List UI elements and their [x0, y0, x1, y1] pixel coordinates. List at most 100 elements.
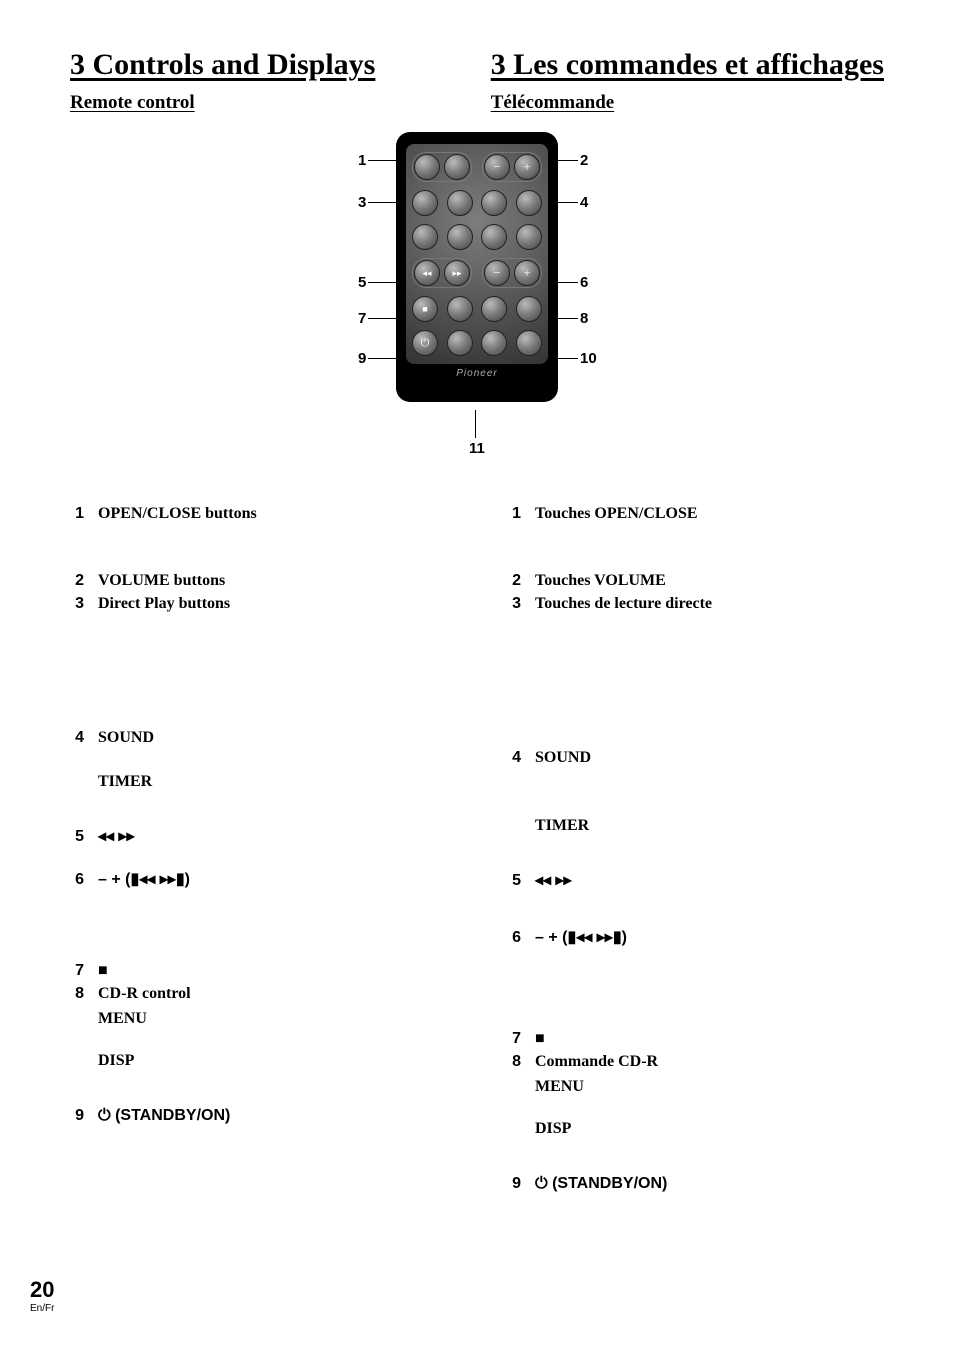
item-label: ⏻ (STANDBY/ON) — [98, 1104, 230, 1127]
remote-btn — [447, 296, 473, 322]
list-item: 6 – + (▮◂◂ ▸▸▮) — [70, 868, 447, 891]
section-subheading-fr: Télécommande — [491, 92, 884, 114]
list-item: 7 ■ — [70, 959, 447, 982]
rewind-icon: ◂◂ — [414, 260, 440, 286]
item-number: 9 — [70, 1104, 84, 1127]
remote-btn — [481, 190, 507, 216]
plus-icon: + — [514, 260, 540, 286]
item-number: 5 — [70, 825, 84, 848]
item-sublabel: TIMER — [535, 817, 884, 835]
item-label: ■ — [98, 959, 108, 982]
stop-icon: ■ — [412, 296, 438, 322]
item-label: OPEN/CLOSE buttons — [98, 502, 257, 525]
remote-btn — [516, 224, 542, 250]
item-label: – + (▮◂◂ ▸▸▮) — [98, 868, 190, 891]
item-sublabel: MENU — [535, 1078, 884, 1096]
callout-8: 8 — [580, 310, 588, 327]
item-label: – + (▮◂◂ ▸▸▮) — [535, 926, 627, 949]
list-item: 3 Direct Play buttons — [70, 592, 447, 615]
item-number: 2 — [507, 569, 521, 592]
list-item: 5 ◂◂ ▸▸ — [70, 825, 447, 848]
item-label: Touches VOLUME — [535, 569, 666, 592]
list-item: 1 OPEN/CLOSE buttons — [70, 502, 447, 525]
list-item: 9 ⏻ (STANDBY/ON) — [70, 1104, 447, 1127]
section-heading-en: 3 Controls and Displays — [70, 48, 451, 82]
callout-9: 9 — [358, 350, 366, 367]
item-number: 4 — [507, 746, 521, 769]
list-item: 4 SOUND — [70, 726, 447, 749]
item-label: ◂◂ ▸▸ — [98, 825, 135, 848]
list-item: 2 Touches VOLUME — [507, 569, 884, 592]
plus-icon: + — [514, 154, 540, 180]
item-label: VOLUME buttons — [98, 569, 225, 592]
list-item: 6 – + (▮◂◂ ▸▸▮) — [507, 926, 884, 949]
item-number: 5 — [507, 869, 521, 892]
list-en: 1 OPEN/CLOSE buttons 2 VOLUME buttons 3 … — [70, 502, 447, 1195]
remote-btn — [447, 224, 473, 250]
item-label: CD-R control — [98, 982, 191, 1005]
item-number: 7 — [70, 959, 84, 982]
item-number: 1 — [507, 502, 521, 525]
list-item: 4 SOUND — [507, 746, 884, 769]
item-label: ■ — [535, 1027, 545, 1050]
forward-icon: ▸▸ — [444, 260, 470, 286]
page-languages: En/Fr — [30, 1303, 54, 1314]
section-heading-fr: 3 Les commandes et affichages — [491, 48, 884, 82]
callout-7: 7 — [358, 310, 366, 327]
item-number: 3 — [507, 592, 521, 615]
list-item: 9 ⏻ (STANDBY/ON) — [507, 1172, 884, 1195]
minus-icon: − — [484, 154, 510, 180]
item-label: Touches OPEN/CLOSE — [535, 502, 698, 525]
callout-4: 4 — [580, 194, 588, 211]
list-item: 2 VOLUME buttons — [70, 569, 447, 592]
list-item: 7 ■ — [507, 1027, 884, 1050]
remote-btn — [481, 296, 507, 322]
list-item: 8 CD-R control — [70, 982, 447, 1005]
item-label: SOUND — [98, 726, 154, 749]
item-label: Commande CD-R — [535, 1050, 658, 1073]
callout-6: 6 — [580, 274, 588, 291]
callout-2: 2 — [580, 152, 588, 169]
item-sublabel: MENU — [98, 1010, 447, 1028]
remote-btn — [447, 330, 473, 356]
remote-btn — [516, 296, 542, 322]
item-number: 1 — [70, 502, 84, 525]
item-number: 6 — [70, 868, 84, 891]
remote-btn — [447, 190, 473, 216]
remote-body: −+ ◂◂▸▸ −+ — [396, 132, 558, 402]
item-number: 8 — [507, 1050, 521, 1073]
item-number: 7 — [507, 1027, 521, 1050]
remote-btn — [516, 190, 542, 216]
callout-1: 1 — [358, 152, 366, 169]
remote-btn — [412, 224, 438, 250]
minus-icon: − — [484, 260, 510, 286]
item-sublabel: TIMER — [98, 773, 447, 791]
remote-btn — [444, 154, 470, 180]
remote-diagram: 1 3 5 7 9 2 4 6 8 10 11 −+ — [70, 132, 884, 492]
page-number: 20 — [30, 1277, 54, 1303]
item-number: 4 — [70, 726, 84, 749]
list-item: 5 ◂◂ ▸▸ — [507, 869, 884, 892]
item-label: Direct Play buttons — [98, 592, 230, 615]
section-subheading-en: Remote control — [70, 92, 451, 114]
callout-5: 5 — [358, 274, 366, 291]
item-label: SOUND — [535, 746, 591, 769]
list-item: 3 Touches de lecture directe — [507, 592, 884, 615]
item-label: ◂◂ ▸▸ — [535, 869, 572, 892]
remote-btn — [481, 330, 507, 356]
item-number: 2 — [70, 569, 84, 592]
item-sublabel: DISP — [98, 1052, 447, 1070]
remote-btn — [516, 330, 542, 356]
list-item: 8 Commande CD-R — [507, 1050, 884, 1073]
callout-3: 3 — [358, 194, 366, 211]
page-footer: 20 En/Fr — [30, 1277, 54, 1314]
list-fr: 1 Touches OPEN/CLOSE 2 Touches VOLUME 3 … — [507, 502, 884, 1195]
item-sublabel: DISP — [535, 1120, 884, 1138]
remote-btn — [414, 154, 440, 180]
callout-10: 10 — [580, 350, 597, 367]
remote-btn — [481, 224, 507, 250]
item-number: 9 — [507, 1172, 521, 1195]
item-number: 6 — [507, 926, 521, 949]
list-item: 1 Touches OPEN/CLOSE — [507, 502, 884, 525]
callout-11: 11 — [469, 440, 485, 457]
